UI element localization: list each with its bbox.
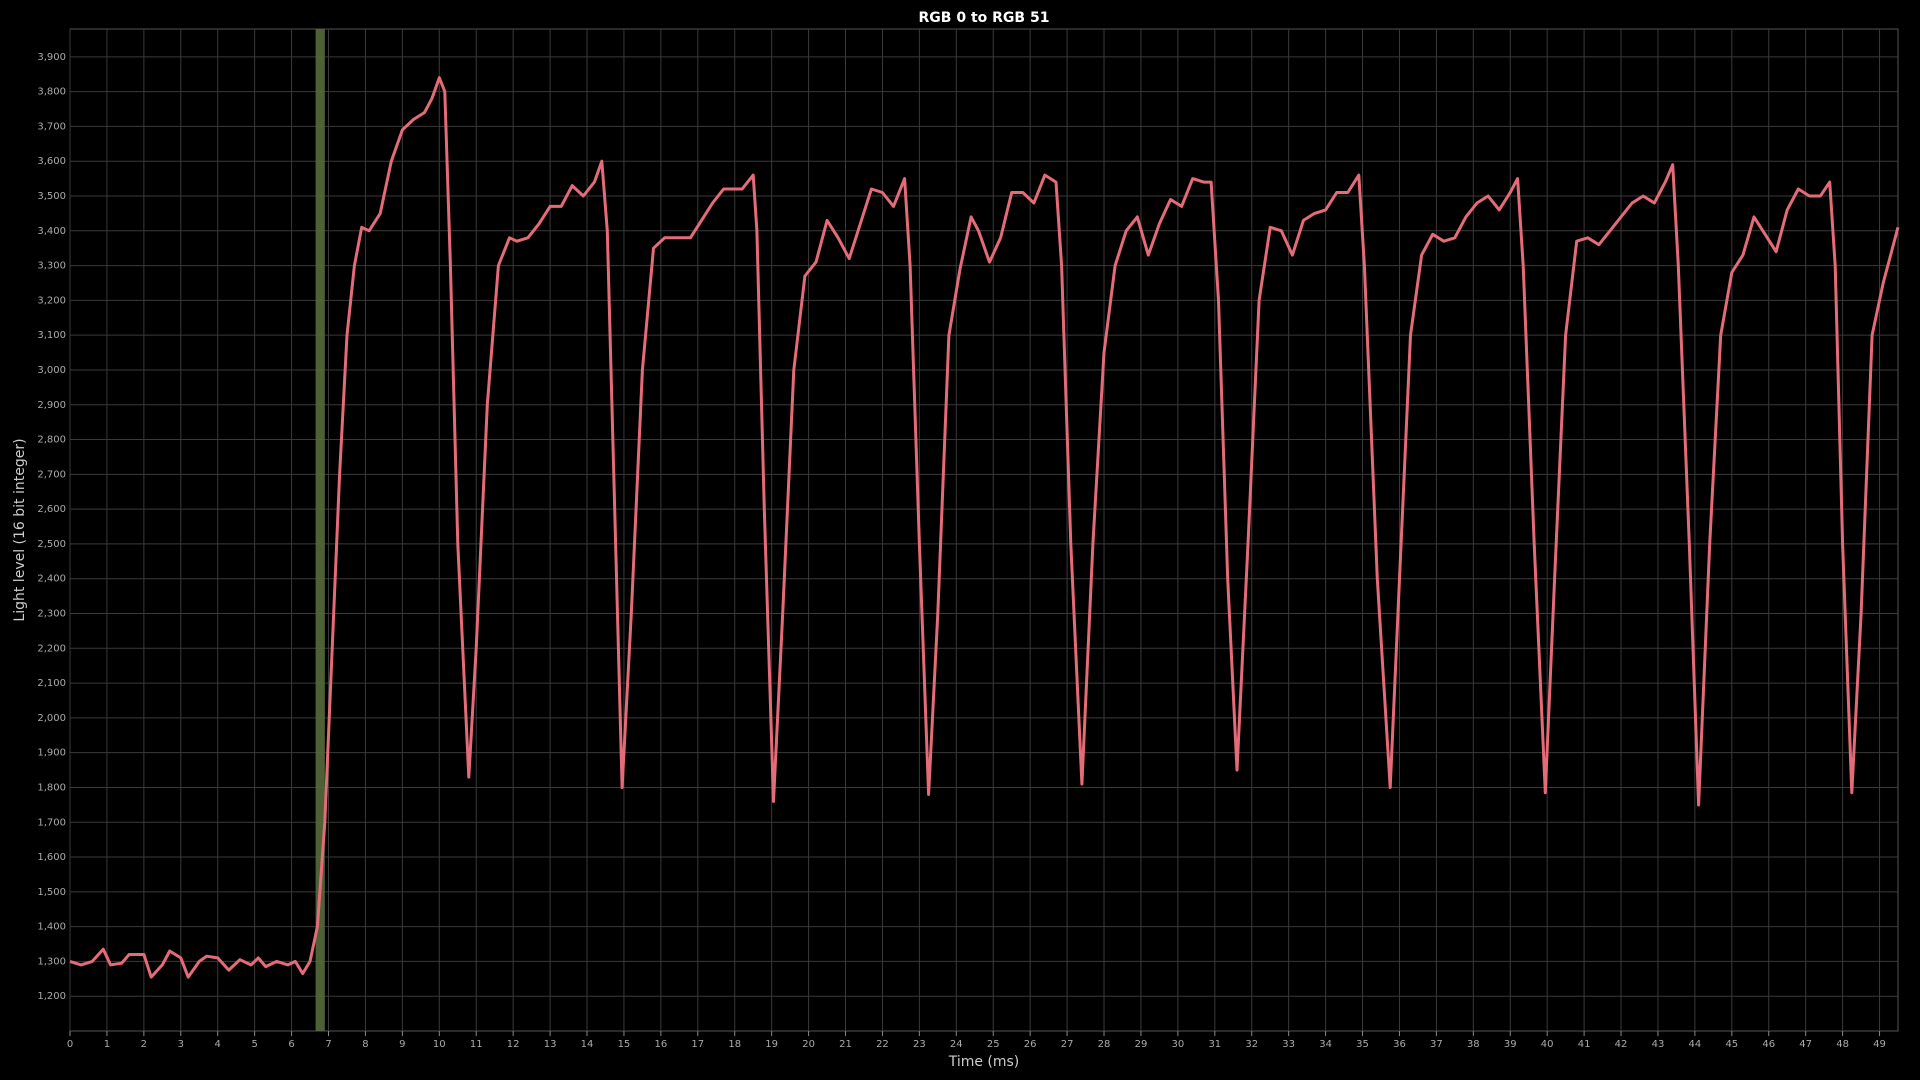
x-tick-label: 2 [141,1039,147,1050]
y-tick-label: 2,400 [37,574,66,585]
x-tick-label: 14 [581,1039,594,1050]
x-tick-label: 31 [1208,1039,1221,1050]
y-tick-label: 1,400 [37,922,66,933]
y-tick-label: 2,500 [37,539,66,550]
x-tick-label: 33 [1282,1039,1295,1050]
x-tick-label: 28 [1098,1039,1111,1050]
x-axis-label: Time (ms) [948,1054,1020,1070]
x-tick-label: 29 [1135,1039,1148,1050]
y-tick-label: 2,100 [37,678,66,689]
x-tick-label: 9 [399,1039,405,1050]
y-tick-label: 1,200 [37,991,66,1002]
x-tick-label: 3 [178,1039,184,1050]
y-tick-label: 2,900 [37,400,66,411]
x-tick-label: 11 [470,1039,483,1050]
x-tick-label: 12 [507,1039,520,1050]
x-tick-label: 17 [691,1039,704,1050]
x-tick-label: 48 [1836,1039,1849,1050]
y-tick-label: 2,300 [37,609,66,620]
x-tick-label: 27 [1061,1039,1074,1050]
y-tick-label: 3,700 [37,121,66,132]
x-tick-label: 49 [1873,1039,1886,1050]
y-tick-label: 1,500 [37,887,66,898]
x-tick-label: 44 [1689,1039,1702,1050]
x-tick-label: 0 [67,1039,73,1050]
chart-title: RGB 0 to RGB 51 [919,10,1050,26]
x-tick-label: 34 [1319,1039,1332,1050]
y-tick-label: 3,800 [37,87,66,98]
x-tick-label: 19 [765,1039,778,1050]
y-tick-label: 2,000 [37,713,66,724]
x-tick-label: 41 [1578,1039,1591,1050]
x-tick-label: 46 [1762,1039,1775,1050]
x-tick-label: 6 [288,1039,294,1050]
x-tick-label: 38 [1467,1039,1480,1050]
x-tick-label: 23 [913,1039,926,1050]
y-tick-label: 2,800 [37,435,66,446]
x-tick-label: 36 [1393,1039,1406,1050]
x-tick-label: 18 [728,1039,741,1050]
x-tick-label: 43 [1652,1039,1665,1050]
x-tick-label: 45 [1725,1039,1738,1050]
y-tick-label: 3,000 [37,365,66,376]
y-tick-label: 1,800 [37,782,66,793]
x-tick-label: 42 [1615,1039,1628,1050]
x-tick-label: 35 [1356,1039,1369,1050]
x-tick-label: 15 [618,1039,631,1050]
x-tick-label: 47 [1799,1039,1812,1050]
x-tick-label: 16 [655,1039,668,1050]
highlight-band [315,29,325,1031]
y-tick-label: 3,900 [37,52,66,63]
x-tick-label: 4 [215,1039,221,1050]
x-tick-label: 20 [802,1039,815,1050]
x-tick-label: 30 [1172,1039,1185,1050]
x-tick-label: 21 [839,1039,852,1050]
x-tick-label: 7 [325,1039,331,1050]
y-tick-label: 2,700 [37,469,66,480]
y-tick-label: 2,200 [37,643,66,654]
y-tick-label: 3,500 [37,191,66,202]
y-tick-label: 3,300 [37,261,66,272]
x-tick-label: 37 [1430,1039,1443,1050]
x-tick-label: 24 [950,1039,963,1050]
y-axis-label: Light level (16 bit integer) [12,438,28,621]
y-tick-label: 3,600 [37,156,66,167]
x-tick-label: 5 [251,1039,257,1050]
y-tick-label: 1,600 [37,852,66,863]
x-tick-label: 8 [362,1039,368,1050]
x-tick-label: 1 [104,1039,110,1050]
data-line [69,76,1900,979]
y-tick-label: 3,200 [37,295,66,306]
y-tick-label: 1,700 [37,817,66,828]
y-tick-label: 2,600 [37,504,66,515]
y-tick-label: 3,100 [37,330,66,341]
x-tick-label: 25 [987,1039,1000,1050]
x-tick-label: 39 [1504,1039,1517,1050]
x-tick-label: 13 [544,1039,557,1050]
x-tick-label: 10 [433,1039,446,1050]
x-tick-label: 40 [1541,1039,1554,1050]
y-tick-label: 1,900 [37,748,66,759]
x-tick-label: 26 [1024,1039,1037,1050]
x-tick-label: 32 [1245,1039,1258,1050]
y-tick-label: 1,300 [37,956,66,967]
x-tick-label: 22 [876,1039,889,1050]
y-tick-label: 3,400 [37,226,66,237]
